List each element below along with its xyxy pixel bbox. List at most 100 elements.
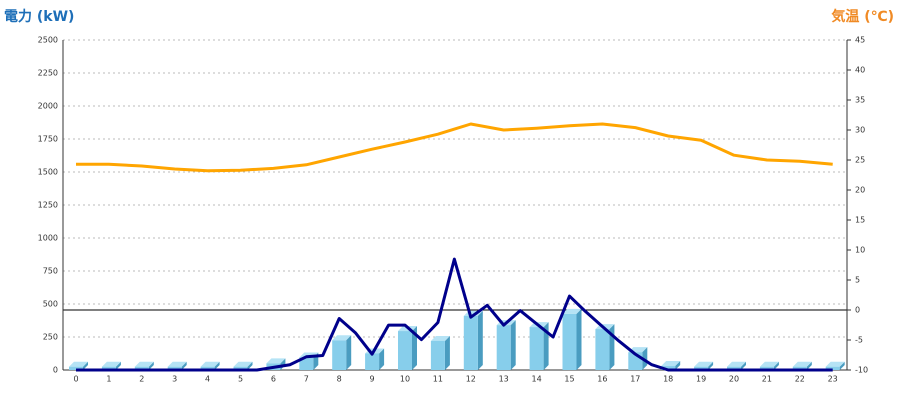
x-tick-label: 7 (304, 375, 309, 384)
bar-face (759, 361, 779, 367)
bar-face (266, 358, 286, 364)
bar-face (365, 353, 380, 370)
bar-face (529, 327, 544, 370)
x-tick-label: 2 (139, 375, 144, 384)
y2-tick-label: 35 (855, 96, 865, 105)
bar-face (727, 361, 746, 367)
x-tick-label: 21 (762, 375, 772, 384)
bar-face (134, 361, 154, 367)
bar (332, 335, 352, 370)
bar-face (694, 361, 714, 367)
y2-tick-label: 5 (855, 276, 860, 285)
bar-face (200, 366, 215, 370)
x-tick-label: 11 (433, 375, 443, 384)
bar (595, 324, 615, 370)
y2-tick-label: 45 (855, 36, 865, 45)
x-tick-label: 17 (630, 375, 640, 384)
line (76, 257, 833, 372)
x-tick-label: 9 (370, 375, 375, 384)
y-axis-label: 電力 (kW) (4, 8, 74, 25)
y2-tick-label: 30 (855, 126, 865, 135)
bar (233, 361, 253, 370)
bar-face (430, 335, 450, 341)
bar-face (463, 315, 478, 370)
x-tick-label: 10 (400, 375, 410, 384)
y2-tick-label: -5 (855, 336, 863, 345)
y2-tick-label: -10 (855, 366, 868, 375)
bar-face (167, 361, 187, 367)
y-tick-label: 1000 (38, 234, 58, 243)
y-tick-label: 2500 (38, 36, 58, 45)
y-tick-label: 250 (43, 333, 58, 342)
bar (200, 361, 220, 370)
y2-tick-label: 0 (855, 306, 860, 315)
y2-tick-label: 20 (855, 186, 865, 195)
bar (101, 361, 121, 370)
y-tick-label: 0 (53, 366, 58, 375)
bar-face (839, 361, 845, 370)
bar-face (167, 366, 182, 370)
line (76, 122, 833, 173)
bar-face (792, 366, 807, 370)
bar-face (83, 361, 88, 370)
bar (694, 361, 714, 370)
bar-face (727, 366, 741, 370)
y-tick-label: 1250 (38, 201, 58, 210)
x-tick-label: 18 (663, 375, 673, 384)
bar (825, 361, 845, 370)
x-tick-label: 14 (532, 375, 542, 384)
bar-face (741, 361, 746, 370)
bar-face (101, 361, 121, 367)
x-tick-label: 6 (271, 375, 276, 384)
bar-face (661, 361, 681, 367)
bar-face (233, 361, 253, 367)
x-tick-label: 23 (828, 375, 838, 384)
y2-tick-label: 15 (855, 216, 865, 225)
bar-face (661, 366, 676, 370)
bar-face (773, 361, 779, 370)
bar-face (332, 335, 352, 341)
x-tick-label: 5 (238, 375, 243, 384)
x-tick-label: 22 (795, 375, 805, 384)
bar (727, 361, 746, 370)
x-tick-label: 1 (106, 375, 111, 384)
bar-face (694, 366, 709, 370)
bar-face (115, 361, 121, 370)
x-tick-label: 20 (729, 375, 739, 384)
bar (134, 361, 154, 370)
y-tick-label: 1500 (38, 168, 58, 177)
y-tick-label: 1750 (38, 135, 58, 144)
x-tick-label: 16 (597, 375, 607, 384)
bar (69, 361, 88, 370)
bar-face (134, 366, 149, 370)
bar-face (379, 348, 385, 370)
bar-face (69, 361, 88, 367)
y2-tick-label: 40 (855, 66, 865, 75)
bar-face (332, 340, 347, 370)
bar (792, 361, 812, 370)
y2-tick-label: 25 (855, 156, 865, 165)
bar-face (214, 361, 220, 370)
bar-face (181, 361, 187, 370)
bar (562, 308, 582, 370)
bar (430, 335, 450, 370)
x-tick-label: 3 (172, 375, 177, 384)
x-tick-label: 13 (499, 375, 509, 384)
y-tick-label: 750 (43, 267, 58, 276)
bar-face (101, 366, 116, 370)
bar-face (806, 361, 812, 370)
x-tick-label: 15 (564, 375, 574, 384)
y2-tick-label: 10 (855, 246, 865, 255)
bar-face (595, 329, 610, 370)
bar-face (496, 325, 511, 370)
bar (167, 361, 187, 370)
bar-face (708, 361, 714, 370)
x-tick-label: 12 (466, 375, 476, 384)
bar-face (398, 331, 412, 370)
bar-face (576, 308, 582, 370)
x-tick-label: 8 (337, 375, 342, 384)
bar-face (562, 308, 582, 314)
bar-face (792, 361, 812, 367)
bar-face (412, 326, 417, 370)
bar-face (346, 335, 352, 370)
